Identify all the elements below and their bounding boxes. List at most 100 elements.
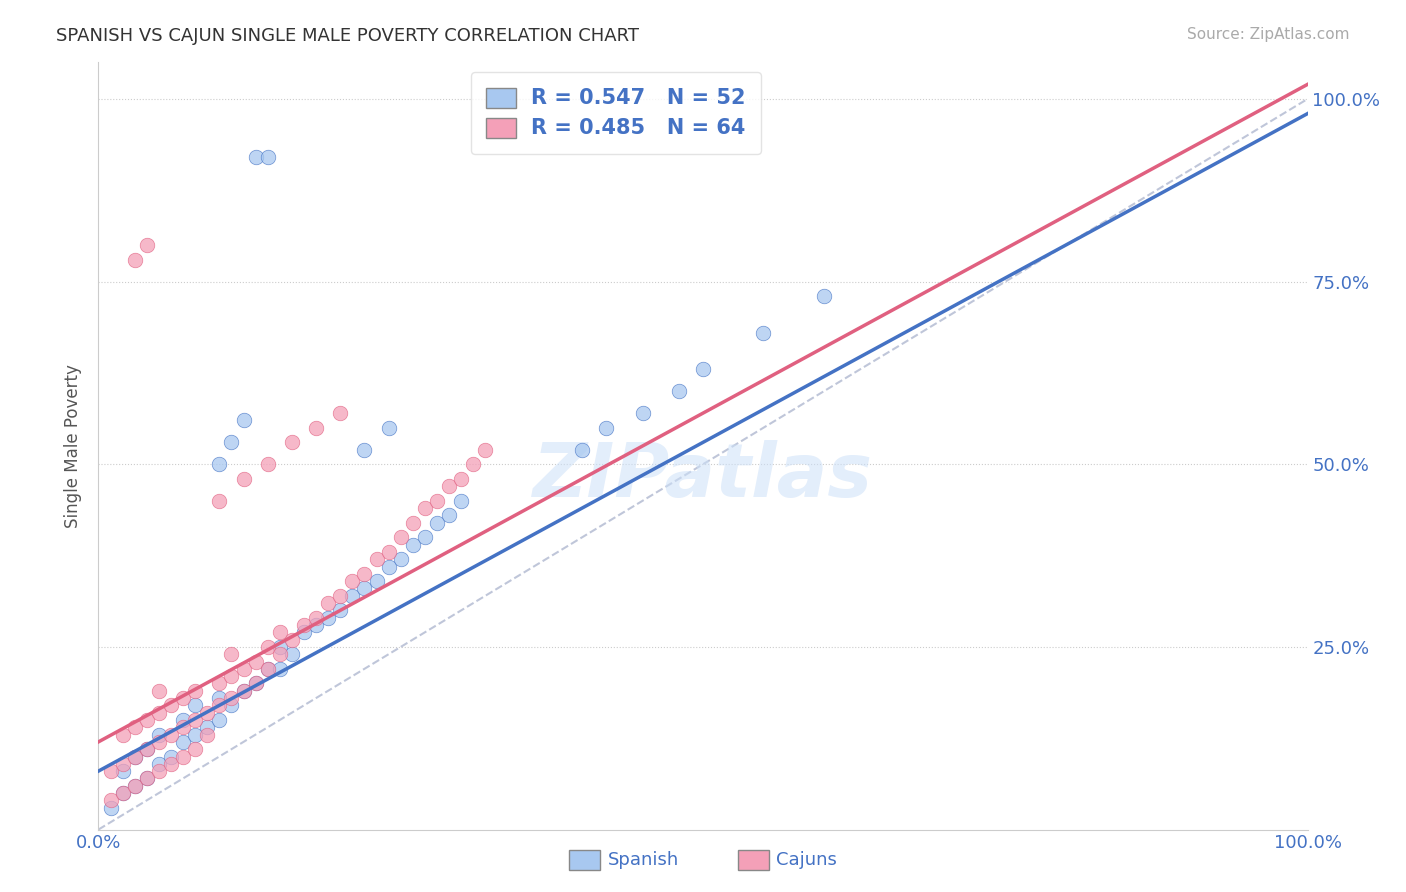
Point [256, 662, 278, 676]
Point [172, 691, 194, 706]
Point [269, 662, 291, 676]
Point [437, 479, 460, 493]
Point [402, 538, 425, 552]
Point [195, 706, 218, 720]
Point [329, 589, 352, 603]
Point [463, 457, 485, 471]
Point [232, 683, 254, 698]
Point [426, 493, 449, 508]
Point [195, 728, 218, 742]
Point [160, 728, 183, 742]
Point [124, 749, 146, 764]
Point [111, 756, 134, 771]
Point [366, 552, 388, 566]
Point [160, 756, 183, 771]
Point [135, 772, 157, 786]
Point [232, 413, 254, 427]
Point [221, 691, 243, 706]
Point [148, 735, 170, 749]
Point [269, 640, 291, 654]
Point [450, 493, 472, 508]
Point [377, 421, 399, 435]
Text: Source: ZipAtlas.com: Source: ZipAtlas.com [1187, 27, 1350, 42]
Point [172, 713, 194, 727]
Point [668, 384, 690, 399]
Point [208, 698, 231, 713]
Point [135, 713, 157, 727]
Point [269, 647, 291, 661]
Point [813, 289, 835, 303]
Point [342, 589, 364, 603]
Point [184, 713, 207, 727]
Point [148, 756, 170, 771]
Point [111, 728, 134, 742]
Point [245, 676, 267, 690]
Point [426, 516, 449, 530]
Point [148, 728, 170, 742]
Point [208, 713, 231, 727]
Point [208, 676, 231, 690]
Point [184, 698, 207, 713]
Point [184, 683, 207, 698]
Point [631, 406, 654, 420]
Point [571, 442, 593, 457]
Point [208, 493, 231, 508]
Point [305, 610, 328, 624]
Point [148, 764, 170, 778]
Point [100, 764, 122, 778]
Point [692, 362, 714, 376]
Point [135, 772, 157, 786]
Point [437, 508, 460, 523]
Point [281, 632, 304, 647]
Point [111, 764, 134, 778]
Point [148, 706, 170, 720]
Point [329, 406, 352, 420]
Point [232, 472, 254, 486]
Point [752, 326, 775, 340]
Point [316, 596, 339, 610]
Point [256, 662, 278, 676]
Point [100, 800, 122, 814]
Point [329, 603, 352, 617]
Point [413, 501, 436, 516]
Point [353, 566, 375, 581]
Point [269, 625, 291, 640]
Point [148, 683, 170, 698]
Point [160, 749, 183, 764]
Point [353, 442, 375, 457]
Point [124, 720, 146, 734]
Point [292, 625, 315, 640]
Point [595, 421, 617, 435]
Point [245, 676, 267, 690]
Point [366, 574, 388, 589]
Point [256, 640, 278, 654]
Point [221, 669, 243, 683]
Text: Spanish: Spanish [607, 851, 679, 869]
Point [389, 552, 412, 566]
Point [172, 720, 194, 734]
Point [100, 793, 122, 807]
Point [160, 698, 183, 713]
Point [124, 779, 146, 793]
Point [172, 735, 194, 749]
Text: SPANISH VS CAJUN SINGLE MALE POVERTY CORRELATION CHART: SPANISH VS CAJUN SINGLE MALE POVERTY COR… [56, 27, 640, 45]
Point [281, 435, 304, 450]
Point [305, 421, 328, 435]
Point [124, 749, 146, 764]
Legend: R = 0.547   N = 52, R = 0.485   N = 64: R = 0.547 N = 52, R = 0.485 N = 64 [471, 72, 761, 154]
Point [195, 720, 218, 734]
Point [221, 698, 243, 713]
Point [377, 545, 399, 559]
Point [245, 655, 267, 669]
Point [124, 779, 146, 793]
Point [221, 435, 243, 450]
Point [111, 786, 134, 800]
Point [256, 150, 278, 164]
Point [221, 647, 243, 661]
Y-axis label: Single Male Poverty: Single Male Poverty [65, 364, 83, 528]
Point [111, 786, 134, 800]
Point [450, 472, 472, 486]
Point [402, 516, 425, 530]
Point [208, 457, 231, 471]
Point [135, 742, 157, 756]
